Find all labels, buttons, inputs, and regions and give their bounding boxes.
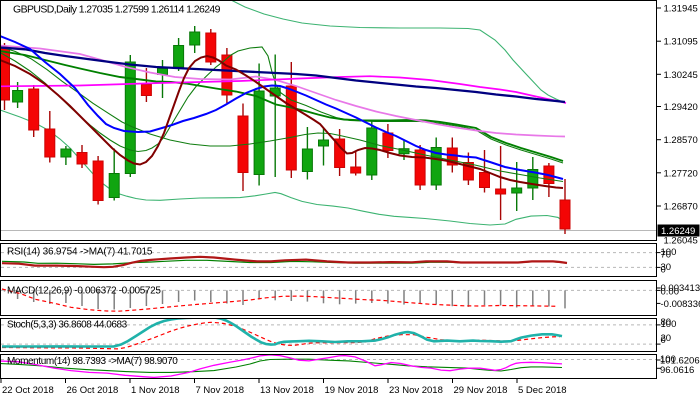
svg-text:20: 20: [661, 333, 672, 344]
svg-text:26 Oct 2018: 26 Oct 2018: [67, 385, 119, 396]
svg-text:80: 80: [661, 317, 672, 328]
svg-text:GBPUSD,Daily 1.27035 1.27599: GBPUSD,Daily 1.27035 1.27599 1.26114 1.2…: [13, 4, 221, 16]
svg-text:1.26249: 1.26249: [661, 226, 695, 237]
svg-text:19 Nov 2018: 19 Nov 2018: [325, 385, 379, 396]
svg-text:MACD(12,26,9) -0.006372 -0.005: MACD(12,26,9) -0.006372 -0.005725: [7, 286, 161, 297]
svg-text:22 Oct 2018: 22 Oct 2018: [2, 385, 54, 396]
svg-text:1 Nov 2018: 1 Nov 2018: [131, 385, 180, 396]
svg-text:70: 70: [661, 250, 672, 261]
svg-text:1.30245: 1.30245: [664, 70, 698, 81]
svg-text:100: 100: [661, 247, 677, 258]
svg-text:RSI(14) 36.9754 ->MA(7) 41.70: RSI(14) 36.9754 ->MA(7) 41.7015: [7, 247, 153, 258]
svg-text:Stoch(5,3,3) 36.8608 44.0683: Stoch(5,3,3) 36.8608 44.0683: [7, 320, 128, 331]
svg-text:5 Dec 2018: 5 Dec 2018: [518, 385, 567, 396]
svg-text:1.27720: 1.27720: [664, 168, 698, 179]
svg-text:30: 30: [661, 262, 672, 273]
svg-text:1.28570: 1.28570: [664, 135, 698, 146]
svg-text:7 Nov 2018: 7 Nov 2018: [196, 385, 245, 396]
svg-text:0: 0: [661, 265, 666, 276]
svg-text:0.003413: 0.003413: [661, 283, 700, 294]
svg-text:0: 0: [661, 335, 666, 346]
svg-text:96.0616: 96.0616: [660, 365, 694, 376]
svg-text:Momentum(14) 98.7393 ->MA(7): Momentum(14) 98.7393 ->MA(7) 98.9070: [7, 356, 178, 367]
svg-text:13 Nov 2018: 13 Nov 2018: [260, 385, 314, 396]
svg-text:1.31945: 1.31945: [664, 4, 698, 15]
svg-text:1.31095: 1.31095: [664, 37, 698, 48]
svg-text:100: 100: [660, 354, 676, 365]
svg-text:29 Nov 2018: 29 Nov 2018: [454, 385, 508, 396]
svg-text:1.26045: 1.26045: [664, 236, 698, 247]
svg-text:0.00: 0.00: [661, 287, 680, 298]
svg-text:100: 100: [661, 319, 677, 330]
svg-text:-0.008336: -0.008336: [661, 299, 700, 310]
svg-text:1.26870: 1.26870: [664, 202, 698, 213]
svg-text:23 Nov 2018: 23 Nov 2018: [389, 385, 443, 396]
svg-text:1.29420: 1.29420: [664, 102, 698, 113]
svg-text:101.6206: 101.6206: [660, 356, 700, 367]
